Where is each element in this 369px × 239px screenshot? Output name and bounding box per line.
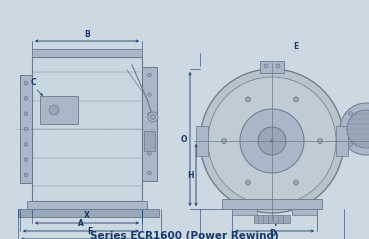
Bar [32, 57, 142, 201]
Text: O: O [181, 135, 187, 143]
Bar [232, 209, 257, 215]
Text: A: A [78, 219, 84, 228]
Circle shape [24, 173, 28, 177]
Circle shape [24, 112, 28, 115]
Circle shape [340, 103, 369, 155]
Circle shape [240, 109, 304, 173]
Text: X: X [84, 212, 90, 221]
Circle shape [148, 93, 151, 96]
Circle shape [24, 142, 28, 146]
Bar [27, 201, 147, 209]
Circle shape [148, 112, 158, 122]
Circle shape [245, 180, 251, 185]
Circle shape [276, 64, 280, 68]
Bar [18, 209, 159, 217]
Bar [20, 75, 32, 183]
Circle shape [348, 142, 352, 147]
Circle shape [49, 105, 59, 115]
Circle shape [264, 64, 268, 68]
Circle shape [148, 73, 151, 77]
Bar [144, 131, 155, 151]
Bar [32, 49, 142, 57]
Circle shape [208, 77, 336, 205]
Circle shape [221, 138, 227, 143]
Circle shape [148, 152, 151, 155]
Text: F: F [87, 228, 92, 237]
Bar [292, 209, 317, 215]
Circle shape [347, 110, 369, 148]
Bar [336, 126, 348, 156]
Circle shape [148, 112, 151, 116]
Text: Series ECR1600 (Power Rewind): Series ECR1600 (Power Rewind) [90, 231, 278, 239]
Text: Y: Y [272, 219, 277, 228]
Text: H: H [187, 170, 193, 179]
Text: D: D [269, 229, 275, 239]
Circle shape [293, 180, 299, 185]
Text: C: C [30, 78, 36, 87]
Circle shape [270, 140, 273, 142]
Circle shape [258, 127, 286, 155]
Circle shape [348, 111, 352, 115]
Circle shape [24, 97, 28, 100]
Bar [196, 126, 208, 156]
Circle shape [148, 132, 151, 136]
Circle shape [24, 158, 28, 162]
Circle shape [317, 138, 323, 143]
Text: B: B [84, 29, 90, 38]
Bar [142, 67, 157, 181]
Bar [40, 96, 78, 124]
Circle shape [24, 81, 28, 85]
Bar [260, 61, 284, 73]
Circle shape [293, 97, 299, 102]
Circle shape [148, 171, 151, 175]
Circle shape [151, 114, 155, 120]
Circle shape [24, 127, 28, 131]
Bar [222, 199, 322, 209]
Text: E: E [293, 42, 299, 50]
Circle shape [200, 69, 344, 213]
Circle shape [245, 97, 251, 102]
Bar [254, 215, 290, 223]
